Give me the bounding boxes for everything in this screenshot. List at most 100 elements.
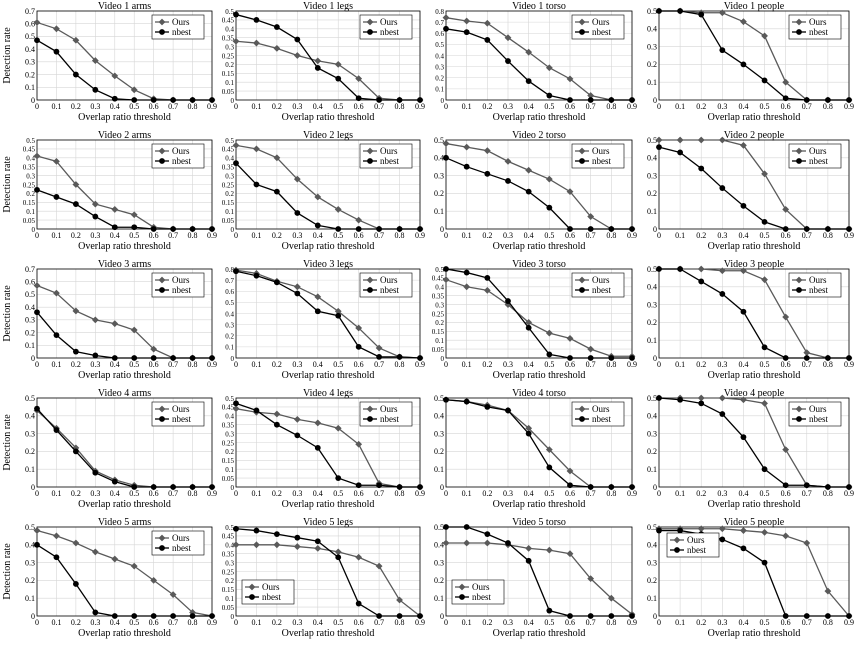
x-tick-label: 0.2 bbox=[71, 102, 81, 111]
series-nbest bbox=[443, 25, 635, 103]
data-point-ours bbox=[91, 200, 99, 208]
data-point-nbest bbox=[335, 75, 342, 82]
data-point-nbest bbox=[294, 36, 301, 43]
data-point-nbest bbox=[396, 613, 403, 619]
y-tick-label: 0 bbox=[653, 483, 657, 492]
series-ours bbox=[33, 527, 216, 620]
legend-label-nbest: nbest bbox=[380, 156, 399, 166]
legend-marker-nbest bbox=[796, 29, 802, 35]
x-tick-label: 0.9 bbox=[415, 360, 425, 369]
chart-svg: 0 0.1 0.2 0.3 0.4 0.5 0 0.1 0.2 0.3 0.4 0.5 0.6 0.7 0.… bbox=[647, 130, 854, 252]
x-tick-label: 0.5 bbox=[544, 102, 554, 111]
data-point-ours bbox=[355, 216, 363, 224]
x-tick-label: 0.6 bbox=[565, 102, 575, 111]
data-point-nbest bbox=[335, 312, 342, 319]
data-point-nbest bbox=[740, 202, 747, 209]
x-tick-label: 0.8 bbox=[395, 618, 405, 627]
data-point-nbest bbox=[546, 92, 553, 99]
data-point-nbest bbox=[209, 226, 215, 232]
data-point-nbest bbox=[233, 525, 239, 532]
y-tick-label: 0.5 bbox=[225, 8, 234, 16]
series-nbest bbox=[34, 186, 215, 232]
legend-marker-nbest bbox=[159, 416, 165, 422]
chart-title: Video 5 arms bbox=[98, 517, 151, 528]
data-point-ours bbox=[273, 410, 281, 418]
series-line-ours bbox=[445, 17, 632, 101]
data-point-ours bbox=[607, 594, 615, 602]
series-line-nbest bbox=[235, 162, 420, 230]
data-point-ours bbox=[150, 577, 158, 584]
data-point-ours bbox=[91, 548, 99, 556]
data-point-nbest bbox=[546, 464, 553, 471]
data-point-nbest bbox=[111, 95, 118, 102]
data-point-nbest bbox=[376, 353, 383, 360]
data-point-nbest bbox=[525, 188, 532, 195]
x-axis-label: Overlap ratio threshold bbox=[708, 112, 801, 123]
y-tick-label: 0 bbox=[32, 226, 36, 234]
y-tick-label: 0.3 bbox=[225, 559, 234, 567]
data-point-ours bbox=[566, 550, 574, 558]
chart-svg: 0 0.1 0.2 0.3 0.4 0.5 0 0.1 0.2 0.3 0.4 0.5 0.6 0.7 0.… bbox=[434, 130, 637, 252]
y-tick-label: 0.2 bbox=[647, 576, 657, 585]
y-tick-label: 0.1 bbox=[647, 78, 657, 87]
legend-label-nbest: nbest bbox=[262, 592, 281, 602]
data-point-nbest bbox=[824, 226, 831, 232]
legend-label-ours: Ours bbox=[809, 146, 827, 156]
y-tick-label: 0.1 bbox=[434, 594, 444, 603]
y-tick-label: 0.3 bbox=[26, 172, 35, 180]
y-tick-label: 0.1 bbox=[647, 207, 657, 216]
data-point-ours bbox=[740, 396, 747, 404]
data-point-nbest bbox=[233, 160, 239, 167]
y-tick-label: 0.25 bbox=[222, 568, 235, 576]
y-tick-label: 0.25 bbox=[222, 181, 235, 189]
data-point-nbest bbox=[189, 355, 196, 361]
x-tick-label: 0.6 bbox=[565, 489, 575, 498]
chart-svg: 0 0.1 0.2 0.3 0.4 0.5 0 0.1 0.2 0.3 0.4 0.5 0.6 0.7 0.… bbox=[647, 388, 854, 510]
y-tick-label: 0.3 bbox=[434, 558, 444, 567]
x-tick-label: 0.1 bbox=[675, 231, 685, 240]
chart-svg: 00.050.10.150.20.250.30.350.40.450.50 0.1… bbox=[222, 388, 425, 510]
data-point-nbest bbox=[34, 405, 40, 412]
chart-svg: 0 0.1 0.2 0.3 0.4 0.5 0 0.1 0.2 0.3 0.4 0.5 0.6 0.7 0.… bbox=[647, 1, 854, 123]
data-point-nbest bbox=[294, 534, 301, 541]
legend-label-ours: Ours bbox=[592, 17, 610, 27]
data-point-nbest bbox=[698, 400, 705, 407]
y-tick-label: 0.6 bbox=[435, 30, 444, 38]
plot-frame bbox=[445, 10, 633, 101]
series-nbest bbox=[656, 144, 852, 232]
x-tick-label: 0.6 bbox=[565, 618, 575, 627]
data-point-nbest bbox=[150, 226, 157, 232]
chart-panel: 0 0.1 0.2 0.3 0.4 0.5 0 0.1 0.2 0.3 0.4 0.5 0.6 0.7 0.… bbox=[426, 129, 638, 258]
x-tick-label: 0.7 bbox=[168, 360, 178, 369]
legend-box bbox=[571, 14, 625, 40]
data-point-nbest bbox=[567, 355, 573, 361]
x-tick-label: 0.5 bbox=[760, 102, 770, 111]
x-tick-label: 0.6 bbox=[149, 102, 159, 111]
data-point-nbest bbox=[587, 355, 594, 361]
legend-label-ours: Ours bbox=[380, 146, 398, 156]
data-point-ours bbox=[545, 64, 553, 72]
legend-label-ours: Ours bbox=[472, 582, 490, 592]
x-tick-label: 0.3 bbox=[90, 102, 100, 111]
x-tick-label: 0.3 bbox=[503, 489, 513, 498]
data-point-nbest bbox=[233, 268, 239, 275]
data-point-ours bbox=[72, 181, 80, 188]
data-point-nbest bbox=[782, 226, 789, 232]
data-point-ours bbox=[334, 206, 342, 213]
x-tick-label: 0.1 bbox=[251, 231, 261, 240]
x-tick-label: 0.9 bbox=[207, 489, 217, 498]
y-tick-label: 0.3 bbox=[647, 171, 657, 180]
y-tick-label: 0.3 bbox=[647, 42, 657, 51]
data-point-ours bbox=[355, 75, 363, 83]
y-tick-label: 0.5 bbox=[435, 41, 444, 49]
y-tick-label: 0.05 bbox=[222, 475, 235, 483]
x-tick-label: 0.2 bbox=[482, 231, 492, 240]
x-tick-label: 0.8 bbox=[188, 102, 198, 111]
x-tick-label: 0 bbox=[234, 102, 238, 111]
legend-marker-ours bbox=[578, 276, 586, 284]
legend-marker-nbest bbox=[159, 29, 165, 35]
legend-label-nbest: nbest bbox=[472, 592, 491, 602]
y-tick-label: 0.3 bbox=[434, 171, 444, 180]
